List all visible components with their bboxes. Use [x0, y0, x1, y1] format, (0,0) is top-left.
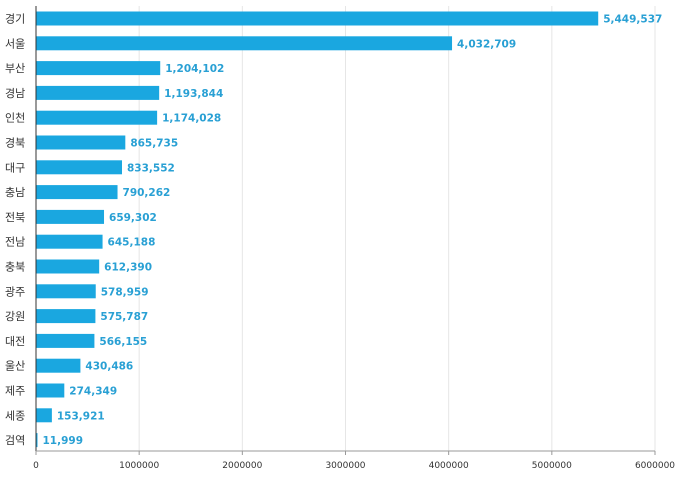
bar	[36, 408, 52, 423]
bar	[36, 433, 38, 448]
category-label: 부산	[5, 62, 25, 75]
x-tick-label: 4000000	[429, 461, 469, 471]
category-label: 충북	[5, 261, 25, 274]
bar	[36, 61, 161, 76]
value-label: 274,349	[69, 386, 117, 398]
category-label: 경기	[5, 13, 25, 26]
x-tick-label: 5000000	[532, 461, 572, 471]
category-label: 충남	[5, 186, 25, 199]
bar	[36, 358, 81, 373]
value-label: 833,552	[127, 162, 175, 174]
value-label: 865,735	[130, 138, 178, 150]
x-tick-label: 1000000	[119, 461, 159, 471]
bar	[36, 284, 96, 299]
category-label: 경북	[5, 137, 25, 150]
x-tick-label: 3000000	[325, 461, 365, 471]
value-label: 11,999	[43, 435, 84, 447]
bar	[36, 160, 122, 175]
value-label: 578,959	[101, 286, 149, 298]
category-label: 제주	[5, 385, 25, 398]
x-tick-label: 6000000	[635, 461, 675, 471]
category-label: 경남	[5, 87, 25, 100]
value-label: 1,204,102	[165, 63, 224, 75]
bar	[36, 383, 65, 398]
value-label: 4,032,709	[457, 38, 516, 50]
axes	[35, 6, 656, 455]
bar	[36, 234, 103, 249]
bar	[36, 259, 100, 274]
category-label: 대구	[5, 161, 25, 174]
category-label: 검역	[5, 434, 25, 447]
bar	[36, 85, 160, 100]
value-label: 1,193,844	[164, 88, 223, 100]
bars	[36, 11, 599, 448]
value-label: 612,390	[104, 262, 152, 274]
value-label: 430,486	[85, 361, 133, 373]
x-tick-labels: 0 1000000 2000000 3000000 4000000 5000000 6000…	[33, 461, 675, 471]
bar	[36, 11, 599, 26]
value-label: 790,262	[123, 187, 171, 199]
value-label: 575,787	[100, 311, 148, 323]
x-tick-label: 2000000	[222, 461, 262, 471]
bar	[36, 309, 96, 324]
bar	[36, 209, 105, 224]
value-label: 5,449,537	[603, 14, 662, 26]
bar	[36, 333, 95, 348]
category-label: 전남	[5, 236, 25, 249]
value-labels: 5,449,537 4,032,709 1,204,102 1,193,844 1,17…	[43, 14, 663, 448]
category-label: 울산	[5, 360, 25, 373]
category-label: 대전	[5, 335, 25, 348]
value-label: 645,188	[108, 237, 156, 249]
bar	[36, 185, 118, 200]
category-label: 강원	[5, 310, 25, 323]
grid-lines	[138, 6, 656, 451]
value-label: 566,155	[99, 336, 147, 348]
category-label: 전북	[5, 211, 25, 224]
bar	[36, 110, 158, 125]
value-label: 659,302	[109, 212, 157, 224]
category-label: 세종	[5, 409, 25, 422]
value-label: 1,174,028	[162, 113, 221, 125]
x-tick-label: 0	[33, 461, 39, 471]
value-label: 153,921	[57, 410, 105, 422]
category-label: 인천	[5, 111, 25, 125]
bar	[36, 36, 453, 51]
category-label: 서울	[5, 37, 25, 50]
category-label: 광주	[5, 285, 25, 298]
bar	[36, 135, 126, 150]
